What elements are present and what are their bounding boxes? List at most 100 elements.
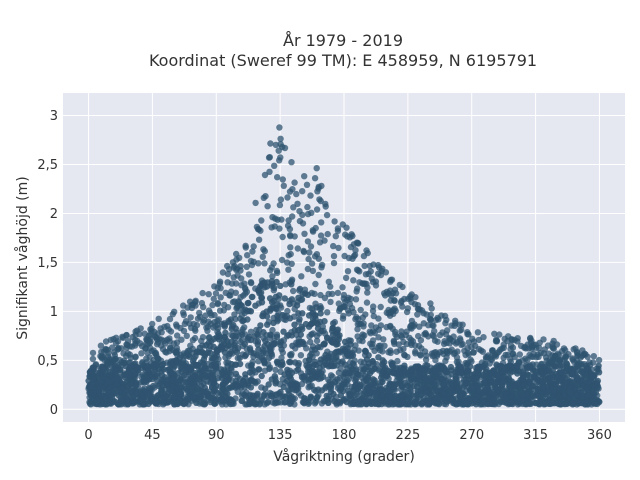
data-point: [334, 358, 342, 365]
data-point: [261, 284, 268, 291]
data-point: [417, 337, 425, 344]
data-point: [318, 387, 326, 394]
data-point: [355, 397, 362, 405]
data-point: [272, 396, 279, 404]
data-point: [316, 196, 323, 203]
data-point: [356, 279, 363, 286]
data-point: [335, 244, 342, 252]
data-point: [354, 326, 361, 333]
x-tick-label: 135: [268, 428, 293, 443]
data-point: [222, 344, 229, 352]
data-point: [217, 366, 225, 373]
data-point: [282, 281, 289, 288]
data-point: [426, 368, 433, 375]
data-point: [277, 393, 285, 400]
data-point: [198, 374, 206, 382]
data-point: [408, 298, 415, 306]
data-point: [294, 200, 301, 207]
data-point: [385, 388, 392, 395]
data-point: [420, 384, 427, 392]
data-point: [268, 282, 275, 289]
data-point: [595, 369, 603, 376]
data-point: [516, 351, 523, 358]
data-point: [286, 300, 293, 308]
data-point: [169, 346, 176, 354]
data-point: [296, 316, 303, 323]
data-point: [529, 353, 536, 361]
data-point: [481, 387, 489, 394]
data-point: [300, 248, 308, 256]
data-point: [330, 320, 337, 327]
data-point: [285, 331, 292, 339]
data-point: [309, 363, 317, 370]
data-point: [421, 331, 428, 338]
data-point: [440, 364, 447, 371]
data-point: [159, 395, 166, 403]
data-point: [281, 313, 288, 320]
data-point: [119, 395, 126, 403]
data-point: [224, 270, 232, 278]
data-point: [529, 393, 536, 400]
data-point: [594, 377, 601, 385]
data-point: [266, 154, 273, 161]
data-point: [203, 378, 211, 385]
data-point: [375, 334, 382, 341]
data-point: [119, 333, 126, 340]
data-point: [205, 291, 212, 298]
data-point: [412, 342, 419, 349]
data-point: [311, 386, 318, 393]
data-point: [274, 216, 281, 223]
data-point: [117, 366, 124, 373]
data-point: [391, 382, 398, 390]
data-point: [427, 300, 434, 307]
data-point: [463, 400, 470, 408]
data-point: [242, 371, 249, 378]
data-point: [86, 384, 94, 391]
data-point: [270, 319, 277, 327]
x-tick-label: 315: [523, 428, 548, 443]
data-point: [209, 301, 216, 309]
data-point: [272, 293, 280, 300]
data-point: [488, 370, 495, 377]
data-point: [256, 366, 263, 373]
data-point: [364, 289, 371, 296]
data-point: [361, 397, 368, 404]
data-point: [478, 363, 485, 371]
data-point: [285, 266, 292, 273]
x-tick-label: 270: [459, 428, 484, 443]
data-point: [254, 390, 261, 397]
data-point: [224, 368, 231, 375]
data-point: [267, 392, 275, 400]
data-point: [112, 367, 119, 374]
data-point: [324, 230, 331, 238]
data-point: [221, 301, 228, 309]
data-point: [106, 400, 113, 407]
data-point: [345, 254, 353, 262]
data-point: [377, 386, 385, 393]
data-point: [244, 380, 252, 387]
data-point: [112, 334, 120, 341]
data-point: [385, 290, 392, 297]
x-tick-label: 90: [208, 428, 225, 443]
data-point: [514, 338, 521, 345]
data-point: [158, 376, 165, 384]
data-point: [89, 355, 97, 363]
data-point: [392, 290, 400, 297]
data-point: [277, 341, 284, 349]
data-point: [574, 363, 581, 370]
data-point: [360, 378, 367, 385]
data-point: [185, 351, 192, 359]
data-point: [289, 342, 296, 349]
data-point: [86, 368, 94, 376]
data-point: [181, 320, 188, 328]
data-point: [525, 345, 532, 352]
data-point: [472, 401, 480, 408]
data-point: [100, 366, 107, 373]
data-point: [313, 251, 321, 258]
data-point: [279, 176, 286, 183]
data-point: [274, 174, 281, 181]
data-point: [307, 393, 314, 400]
data-point: [359, 314, 366, 321]
data-point: [369, 307, 377, 315]
data-point: [524, 356, 531, 364]
